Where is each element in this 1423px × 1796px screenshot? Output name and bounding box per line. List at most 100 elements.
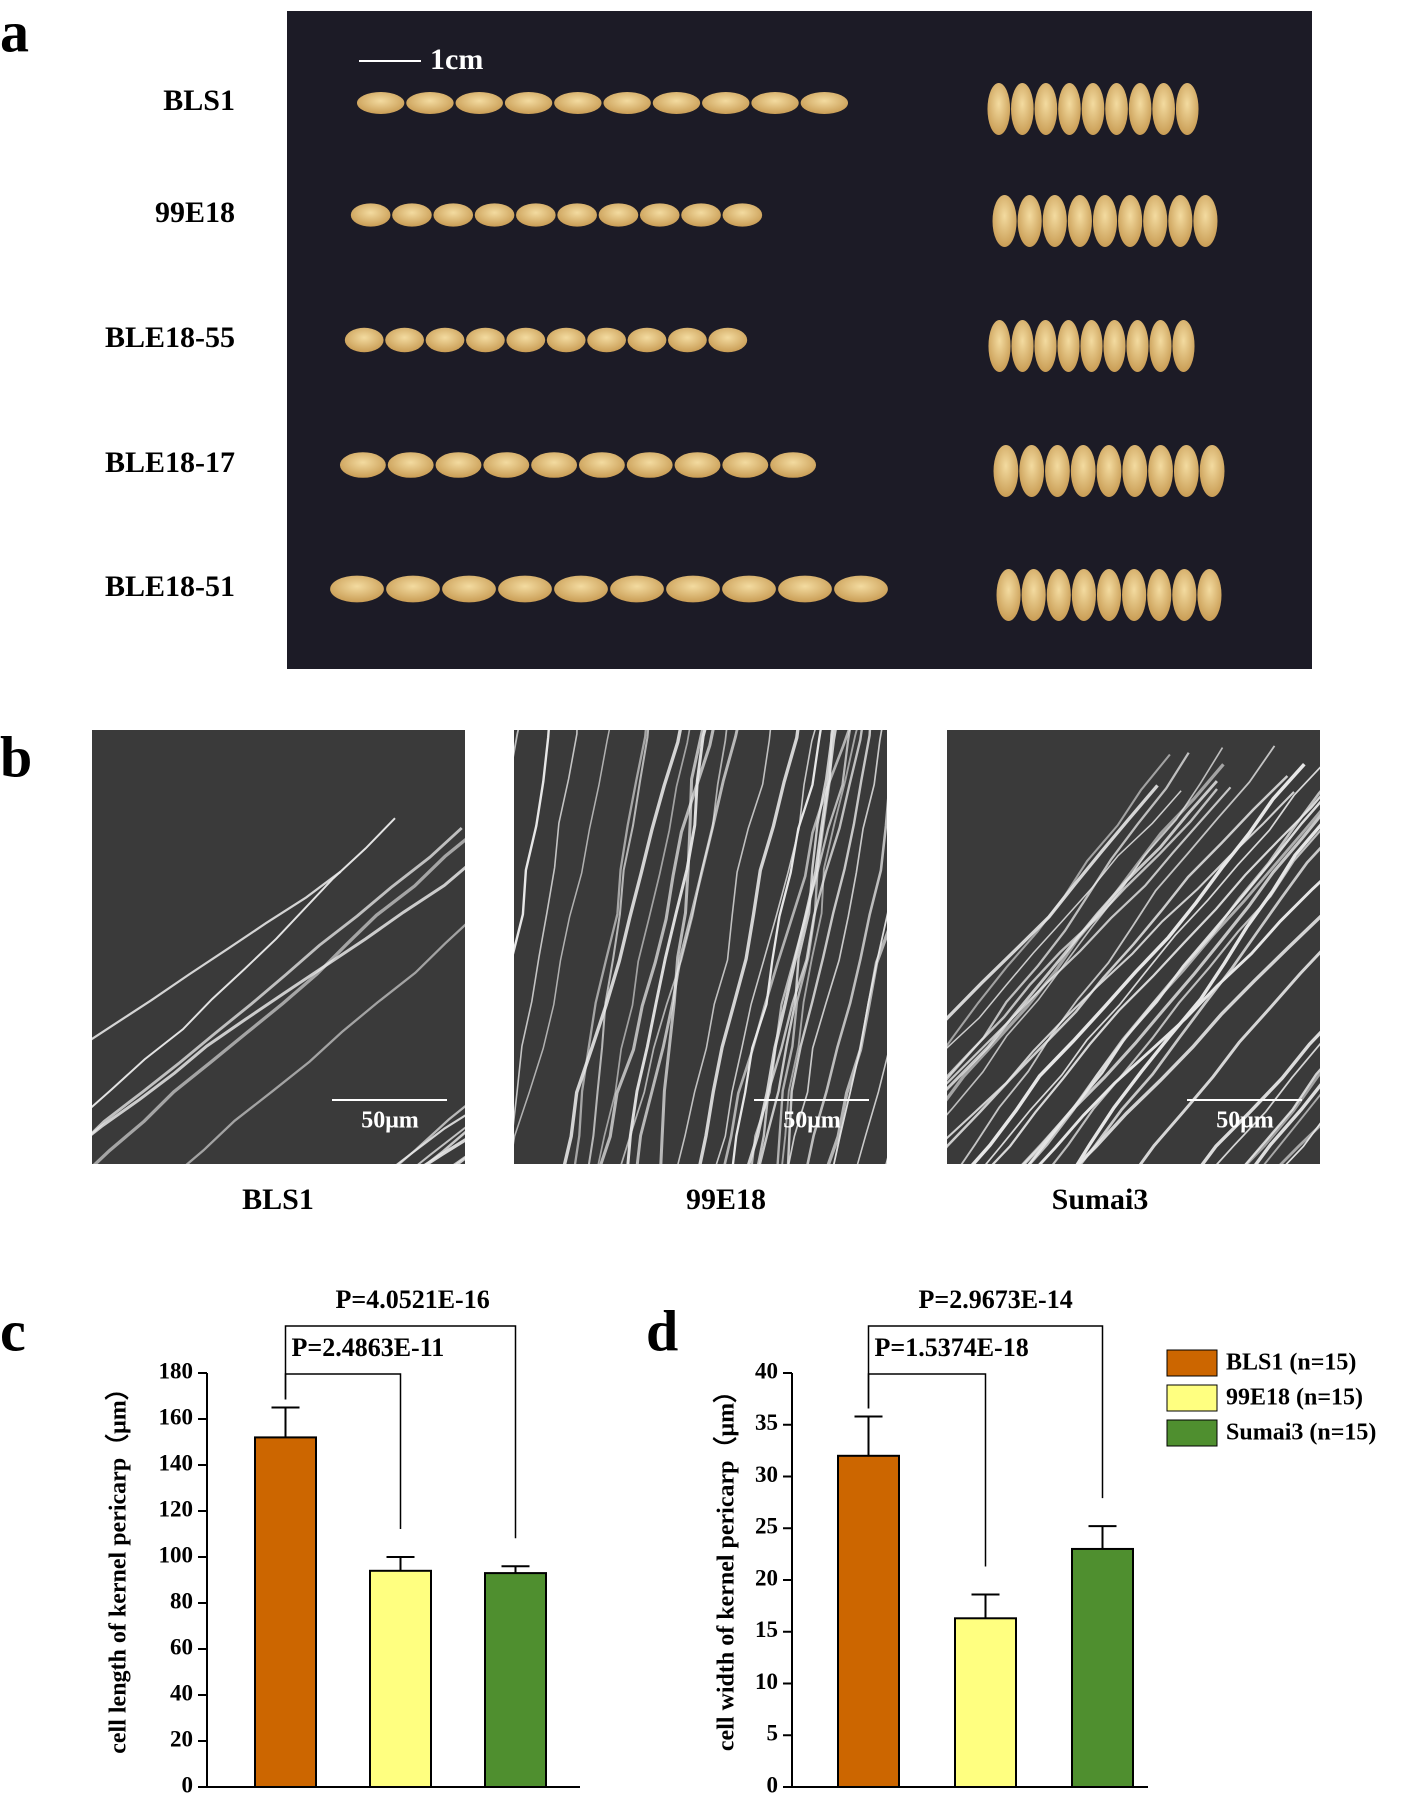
y-axis-label: cell length of kernel pericarp（μm） [105,1376,132,1754]
ridge [562,730,682,1164]
seed [987,83,1011,135]
seed [1128,83,1152,135]
ridge [947,791,1295,1140]
seed [992,195,1017,247]
ridge [947,752,1190,1081]
ridge [1254,1083,1320,1164]
ridge [1216,1042,1320,1164]
seed [708,327,748,353]
ridge [1344,751,1423,1180]
p-value: P=1.5374E-18 [875,1333,1029,1362]
seed [406,92,454,114]
seed [1172,320,1195,372]
seed [1147,569,1172,621]
seed [1096,569,1122,621]
seed [483,452,530,478]
seed [339,452,386,478]
y-tick-label: 35 [755,1410,778,1435]
seed [554,92,602,114]
ridge [826,929,887,1164]
ridge [856,1054,887,1164]
ridge [947,763,1225,1102]
seed [1126,320,1149,372]
ridge [92,817,396,1109]
seed [504,92,553,114]
ridge [947,790,1182,1049]
ridge [833,912,887,1164]
p-value: P=2.9673E-14 [919,1285,1073,1314]
ridge [1313,778,1423,1180]
scale-label: 50μm [361,1108,419,1134]
panel-letter: d [646,1298,678,1363]
seed [350,203,391,227]
seed [1011,320,1034,372]
image-label: Sumai3 [1052,1183,1149,1216]
seed [1092,195,1118,247]
sem-images: 50μm BLS1 50μm 99E18 50μm Sumai3 [92,730,1423,1216]
p-value: P=2.4863E-11 [292,1333,445,1362]
y-tick-label: 80 [170,1588,193,1613]
seed [1042,195,1067,247]
ridge [991,795,1320,1164]
seed [751,92,799,114]
ridge [698,730,800,1164]
seed [425,327,465,353]
y-tick-label: 10 [755,1669,778,1694]
scale-label: 1cm [430,43,483,76]
ridge [1407,760,1423,1180]
seed [674,452,721,478]
ridge [1075,914,1320,1164]
seed [474,203,515,227]
ridge [599,730,715,1164]
ridge [1021,809,1320,1164]
ridge [1313,794,1423,1181]
ridge [723,730,851,1164]
seed [1034,320,1057,372]
ridge [626,730,707,1164]
ridge [787,730,883,1164]
seed [666,575,720,603]
bar [954,1617,1017,1789]
ridge [185,923,465,1164]
seed [433,203,474,227]
seed [722,575,776,603]
p-value: P=4.0521E-16 [336,1285,490,1314]
seed [1152,83,1175,135]
seed [1168,195,1193,247]
ridge [985,766,1320,1164]
seed [1034,83,1058,135]
y-tick-label: 40 [755,1358,778,1383]
seed [626,452,673,478]
ridge [960,745,1276,1164]
seed [387,452,434,478]
y-tick-label: 120 [159,1496,194,1521]
seed [546,327,586,353]
ridge [1038,879,1320,1164]
significance-bracket [284,1325,517,1539]
y-tick-label: 5 [767,1721,779,1746]
y-tick-label: 25 [755,1514,778,1539]
sem-image [92,730,465,1164]
seed [993,445,1019,497]
sem-texture [92,817,465,1164]
ridge [514,730,520,758]
seed [996,569,1021,621]
seed [466,327,505,353]
ridge [947,786,1232,1085]
seed [1175,83,1199,135]
seed [722,452,769,478]
seed [1149,320,1172,372]
y-tick-label: 60 [170,1634,193,1659]
ridge [1263,1093,1320,1164]
seed [385,327,424,353]
seed [1148,445,1173,497]
seed [1122,569,1147,621]
seed [1017,195,1042,247]
seed [1105,83,1128,135]
ridge [1138,950,1320,1164]
ridge [1335,776,1423,1180]
seed [516,203,556,227]
y-tick-label: 0 [182,1772,194,1796]
ridge [635,730,739,1164]
ridge [947,780,1218,1091]
